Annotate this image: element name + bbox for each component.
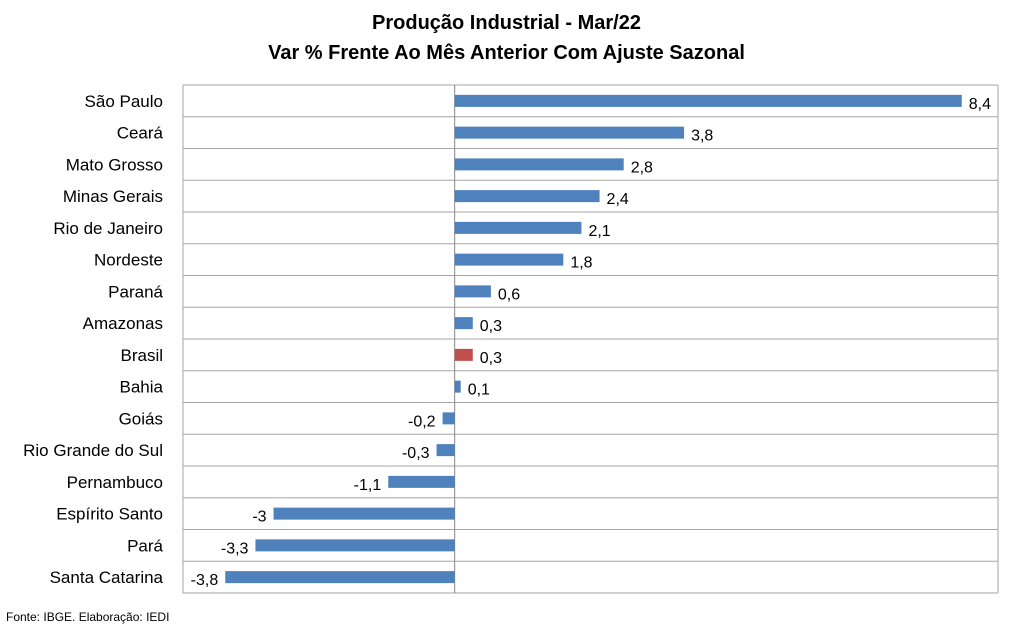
bar	[436, 444, 455, 457]
data-label: 2,4	[607, 191, 629, 208]
bar	[454, 253, 564, 266]
data-label: -1,1	[354, 477, 382, 494]
bar	[454, 348, 473, 361]
category-label: Ceará	[117, 124, 164, 143]
category-label: Pará	[127, 536, 163, 555]
bar	[225, 571, 455, 584]
data-label: 1,8	[570, 255, 592, 272]
data-label: 0,3	[480, 318, 502, 335]
data-label: -3,3	[221, 540, 249, 557]
bar	[454, 380, 461, 393]
category-label: Mato Grosso	[66, 155, 163, 174]
data-label: 8,4	[969, 96, 991, 113]
data-label: 0,1	[468, 382, 490, 399]
category-label: São Paulo	[85, 92, 163, 111]
source-note: Fonte: IBGE. Elaboração: IEDI	[6, 610, 170, 624]
bar	[454, 158, 624, 171]
data-label: 0,6	[498, 286, 520, 303]
bar	[454, 126, 685, 139]
data-label: -0,2	[408, 413, 436, 430]
bar	[454, 190, 600, 203]
category-label: Amazonas	[83, 314, 163, 333]
data-label: 3,8	[691, 128, 713, 145]
category-label: Minas Gerais	[63, 187, 163, 206]
chart-title: Produção Industrial - Mar/22	[372, 12, 641, 34]
category-label: Bahia	[120, 378, 164, 397]
category-label: Nordeste	[94, 251, 163, 270]
data-label: -3,8	[191, 572, 219, 589]
bar	[454, 317, 473, 330]
category-label: Rio de Janeiro	[53, 219, 163, 238]
data-label: -0,3	[402, 445, 430, 462]
bar	[454, 221, 582, 234]
data-label: 2,1	[588, 223, 610, 240]
category-label: Rio Grande do Sul	[23, 441, 163, 460]
category-label: Espírito Santo	[56, 505, 163, 524]
bar	[388, 475, 455, 488]
category-label: Goiás	[119, 409, 163, 428]
chart-subtitle: Var % Frente Ao Mês Anterior Com Ajuste …	[268, 42, 745, 64]
bar	[442, 412, 455, 425]
data-label: 0,3	[480, 350, 502, 367]
data-label: -3	[252, 509, 266, 526]
bar	[255, 539, 455, 552]
data-label: 2,8	[631, 159, 653, 176]
category-label: Santa Catarina	[50, 568, 164, 587]
category-label: Brasil	[120, 346, 163, 365]
bar	[454, 94, 962, 107]
category-label: Pernambuco	[67, 473, 163, 492]
bar	[273, 507, 455, 520]
category-label: Paraná	[108, 282, 163, 301]
bar	[454, 285, 491, 298]
